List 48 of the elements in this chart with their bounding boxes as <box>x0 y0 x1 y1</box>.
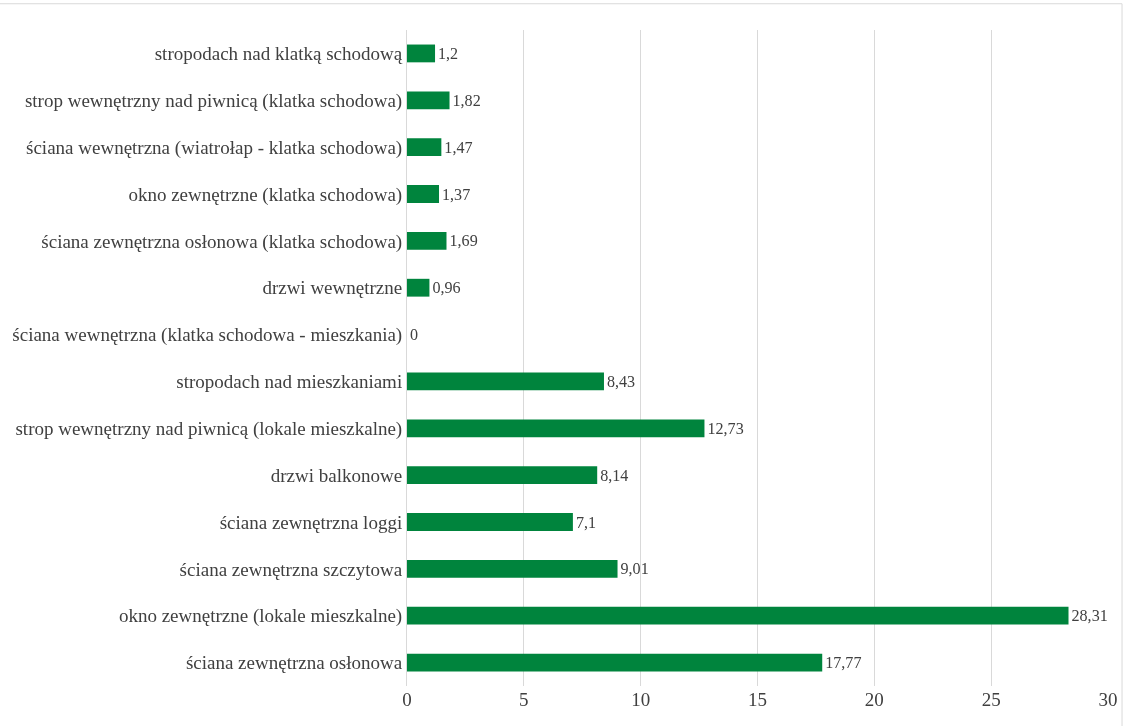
data-label: 1,82 <box>452 91 481 109</box>
data-label: 12,73 <box>707 419 744 437</box>
y-tick-label: okno zewnętrzne (klatka schodowa) <box>128 183 403 206</box>
bar <box>407 466 598 485</box>
x-tick-label: 30 <box>1098 689 1118 710</box>
data-label: 1,69 <box>449 232 478 250</box>
bar <box>407 44 436 63</box>
y-tick-label: ściana zewnętrzna loggi <box>219 511 403 533</box>
bar <box>407 513 573 531</box>
data-label: 28,31 <box>1071 607 1108 625</box>
y-tick-label: stropodach nad mieszkaniami <box>176 371 403 393</box>
bar <box>407 91 450 110</box>
bar <box>407 419 705 438</box>
y-tick-label: drzwi balkonowe <box>270 464 403 486</box>
data-label: 0 <box>410 326 419 344</box>
y-tick-label: ściana zewnętrzna osłonowa <box>185 652 403 674</box>
bar <box>407 278 430 297</box>
bar <box>407 231 447 250</box>
y-tick-label: okno zewnętrzne (lokale mieszkalne) <box>118 605 403 628</box>
y-tick-label: ściana wewnętrzna (klatka schodowa - mieszkania) <box>12 324 403 347</box>
x-tick-label: 10 <box>631 689 651 710</box>
bar <box>407 653 823 672</box>
x-tick-label: 0 <box>402 689 412 710</box>
x-tick-label: 20 <box>864 689 884 710</box>
bar <box>407 185 440 203</box>
data-label: 9,01 <box>620 560 649 578</box>
bar <box>407 606 1069 625</box>
data-label: 1,2 <box>438 44 459 62</box>
bar <box>407 138 442 157</box>
y-tick-label: drzwi wewnętrzne <box>262 277 403 299</box>
data-label: 8,43 <box>606 372 636 390</box>
data-label: 1,37 <box>442 185 471 203</box>
y-tick-label: ściana wewnętrzna (wiatrołap - klatka schodowa) <box>26 136 403 159</box>
y-tick-label: strop wewnętrzny nad piwnicą (klatka schodowa) <box>24 89 403 112</box>
data-label: 1,47 <box>444 138 473 156</box>
data-label: 17,77 <box>825 654 862 672</box>
y-tick-label: ściana zewnętrzna szczytowa <box>179 558 403 580</box>
y-tick-label: strop wewnętrzny nad piwnicą (lokale mieszkalne) <box>15 417 403 440</box>
y-tick-label: ściana zewnętrzna osłonowa (klatka schodowa) <box>41 230 403 253</box>
y-tick-label: stropodach nad klatką schodową <box>154 43 403 65</box>
x-tick-label: 15 <box>748 689 767 710</box>
x-tick-label: 25 <box>981 689 1001 710</box>
x-tick-label: 5 <box>519 689 529 710</box>
bar <box>407 372 604 391</box>
data-label: 7,1 <box>575 513 597 531</box>
data-label: 0,96 <box>432 279 461 297</box>
bar <box>407 559 618 578</box>
data-label: 8,14 <box>600 466 629 484</box>
